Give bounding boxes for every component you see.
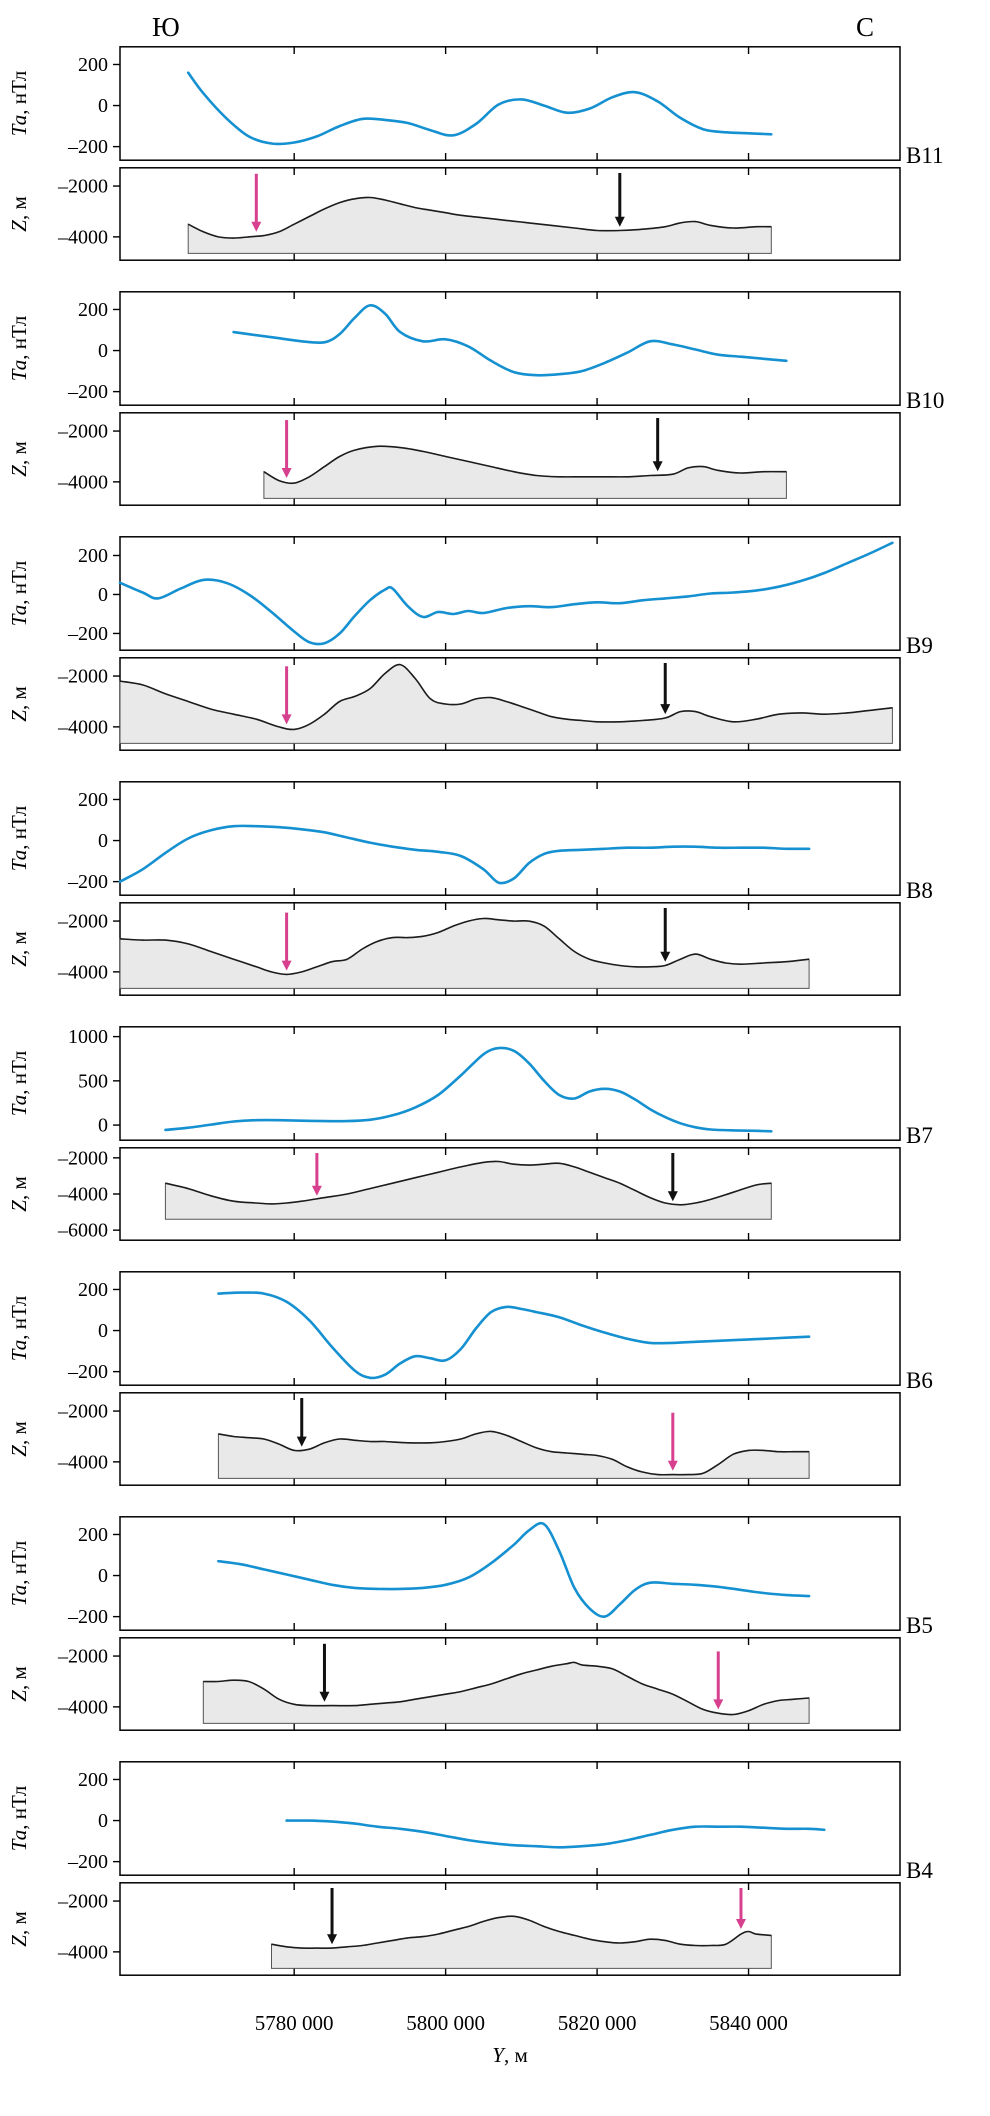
svg-text:Y, м: Y, м bbox=[492, 2043, 527, 2067]
svg-text:0: 0 bbox=[98, 340, 108, 362]
svg-text:Та, нТл: Та, нТл bbox=[7, 806, 31, 871]
svg-text:200: 200 bbox=[78, 54, 108, 76]
svg-text:Z, м: Z, м bbox=[7, 931, 31, 966]
profile-label: В10 bbox=[906, 388, 945, 413]
magnetic-anomaly-chart: 1000 500 0 Та, нТл bbox=[7, 1026, 901, 1141]
profile-figure: Ю С 200 0 –200 Та, нТл В11 –2000 –4000 Z, м 2… bbox=[0, 12, 990, 2067]
svg-text:–4000: –4000 bbox=[57, 716, 108, 738]
profile-label: В5 bbox=[906, 1613, 933, 1638]
svg-text:Z, м: Z, м bbox=[7, 686, 31, 721]
svg-text:Та, нТл: Та, нТл bbox=[7, 1541, 31, 1606]
profile-group-b11: 200 0 –200 Та, нТл В11 –2000 –4000 Z, м bbox=[0, 46, 990, 261]
svg-text:–2000: –2000 bbox=[57, 1891, 108, 1913]
svg-text:–4000: –4000 bbox=[57, 1941, 108, 1963]
svg-text:–4000: –4000 bbox=[57, 961, 108, 983]
svg-text:0: 0 bbox=[98, 830, 108, 852]
profile-label: В7 bbox=[906, 1123, 933, 1148]
svg-text:5840 000: 5840 000 bbox=[709, 2011, 788, 2035]
svg-text:Z, м: Z, м bbox=[7, 196, 31, 231]
svg-text:200: 200 bbox=[78, 1524, 108, 1546]
svg-text:Z, м: Z, м bbox=[7, 441, 31, 476]
magnetic-anomaly-chart: 200 0 –200 Та, нТл bbox=[7, 291, 901, 406]
svg-text:–2000: –2000 bbox=[57, 1646, 108, 1668]
svg-text:–200: –200 bbox=[67, 1851, 108, 1873]
svg-text:5820 000: 5820 000 bbox=[558, 2011, 637, 2035]
svg-text:–4000: –4000 bbox=[57, 1696, 108, 1718]
x-axis: 5780 000 5800 000 5820 000 5840 000 Y, м bbox=[255, 2011, 788, 2067]
svg-text:200: 200 bbox=[78, 789, 108, 811]
svg-text:Z, м: Z, м bbox=[7, 1911, 31, 1946]
profile-group-b9: 200 0 –200 Та, нТл В9 –2000 –4000 Z, м bbox=[0, 536, 990, 751]
svg-text:200: 200 bbox=[78, 1279, 108, 1301]
svg-text:0: 0 bbox=[98, 584, 108, 606]
svg-text:0: 0 bbox=[98, 1320, 108, 1342]
svg-text:–200: –200 bbox=[67, 136, 108, 158]
bathymetry-chart: –2000 –4000 Z, м bbox=[7, 1637, 901, 1731]
profile-label: В4 bbox=[906, 1858, 933, 1883]
bathymetry-chart: –2000 –4000 Z, м bbox=[7, 1392, 901, 1486]
svg-text:–4000: –4000 bbox=[57, 471, 108, 493]
svg-text:–2000: –2000 bbox=[57, 176, 108, 198]
svg-text:–200: –200 bbox=[67, 1606, 108, 1628]
svg-text:Та, нТл: Та, нТл bbox=[7, 71, 31, 136]
profile-group-b5: 200 0 –200 Та, нТл В5 –2000 –4000 Z, м bbox=[0, 1516, 990, 1731]
profile-group-b6: 200 0 –200 Та, нТл В6 –2000 –4000 Z, м bbox=[0, 1271, 990, 1486]
svg-text:–2000: –2000 bbox=[57, 666, 108, 688]
bathymetry-chart: –2000 –4000 Z, м bbox=[7, 1882, 901, 1976]
svg-text:500: 500 bbox=[78, 1070, 108, 1092]
svg-text:–200: –200 bbox=[67, 623, 108, 645]
svg-text:Z, м: Z, м bbox=[7, 1666, 31, 1701]
svg-text:Z, м: Z, м bbox=[7, 1421, 31, 1456]
svg-text:Та, нТл: Та, нТл bbox=[7, 1296, 31, 1361]
profile-group-b7: 1000 500 0 Та, нТл В7 –2000 –4000 –6000 Z, м bbox=[0, 1026, 990, 1241]
bathymetry-chart: –2000 –4000 Z, м bbox=[7, 902, 901, 996]
svg-text:Та, нТл: Та, нТл bbox=[7, 1051, 31, 1116]
bathymetry-chart: –2000 –4000 Z, м bbox=[7, 412, 901, 506]
svg-text:200: 200 bbox=[78, 1769, 108, 1791]
svg-text:Та, нТл: Та, нТл bbox=[7, 1786, 31, 1851]
profile-label: В8 bbox=[906, 878, 933, 903]
magnetic-anomaly-chart: 200 0 –200 Та, нТл bbox=[7, 1271, 901, 1386]
svg-text:Z, м: Z, м bbox=[7, 1176, 31, 1211]
profile-group-b4: 200 0 –200 Та, нТл В4 –2000 –4000 Z, м bbox=[0, 1761, 990, 1976]
magnetic-anomaly-chart: 200 0 –200 Та, нТл bbox=[7, 536, 901, 651]
magnetic-anomaly-chart: 200 0 –200 Та, нТл bbox=[7, 1516, 901, 1631]
svg-text:0: 0 bbox=[98, 1565, 108, 1587]
profile-group-b10: 200 0 –200 Та, нТл В10 –2000 –4000 Z, м bbox=[0, 291, 990, 506]
bathymetry-chart: –2000 –4000 –6000 Z, м bbox=[7, 1147, 901, 1241]
svg-text:5780 000: 5780 000 bbox=[255, 2011, 334, 2035]
svg-text:–4000: –4000 bbox=[57, 1451, 108, 1473]
svg-text:–6000: –6000 bbox=[57, 1220, 108, 1241]
bathymetry-chart: –2000 –4000 Z, м bbox=[7, 657, 901, 751]
direction-header: Ю С bbox=[0, 12, 990, 46]
svg-text:–2000: –2000 bbox=[57, 421, 108, 443]
svg-text:5800 000: 5800 000 bbox=[406, 2011, 485, 2035]
magnetic-anomaly-chart: 200 0 –200 Та, нТл bbox=[7, 781, 901, 896]
svg-text:Та, нТл: Та, нТл bbox=[7, 561, 31, 626]
profile-label: В9 bbox=[906, 633, 933, 658]
profile-group-b8: 200 0 –200 Та, нТл В8 –2000 –4000 Z, м bbox=[0, 781, 990, 996]
svg-text:200: 200 bbox=[78, 545, 108, 567]
svg-text:–2000: –2000 bbox=[57, 911, 108, 933]
magnetic-anomaly-chart: 200 0 –200 Та, нТл bbox=[7, 46, 901, 161]
south-label: Ю bbox=[152, 12, 180, 42]
svg-text:–4000: –4000 bbox=[57, 226, 108, 248]
svg-text:–4000: –4000 bbox=[57, 1184, 108, 1206]
svg-text:–2000: –2000 bbox=[57, 1147, 108, 1169]
svg-text:0: 0 bbox=[98, 95, 108, 117]
bathymetry-chart: –2000 –4000 Z, м bbox=[7, 167, 901, 261]
svg-text:–2000: –2000 bbox=[57, 1401, 108, 1423]
svg-text:–200: –200 bbox=[67, 871, 108, 893]
svg-text:–200: –200 bbox=[67, 381, 108, 403]
svg-text:–200: –200 bbox=[67, 1361, 108, 1383]
svg-text:0: 0 bbox=[98, 1115, 108, 1137]
profile-label: В6 bbox=[906, 1368, 933, 1393]
svg-text:200: 200 bbox=[78, 299, 108, 321]
magnetic-anomaly-chart: 200 0 –200 Та, нТл bbox=[7, 1761, 901, 1876]
svg-text:0: 0 bbox=[98, 1810, 108, 1832]
svg-text:Та, нТл: Та, нТл bbox=[7, 316, 31, 381]
svg-text:1000: 1000 bbox=[68, 1026, 108, 1048]
north-label: С bbox=[856, 12, 875, 42]
profile-label: В11 bbox=[906, 143, 944, 168]
